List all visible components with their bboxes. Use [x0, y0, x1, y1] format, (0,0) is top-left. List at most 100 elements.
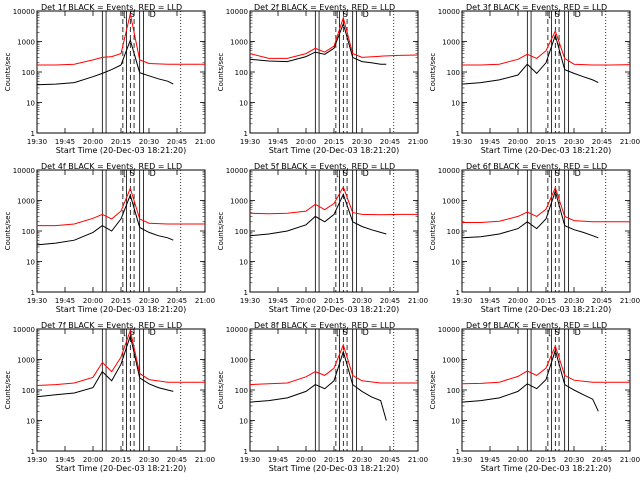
- x-tick-label: 20:45: [167, 456, 187, 464]
- plot-frame: [249, 328, 419, 452]
- y-axis-label: Counts/sec: [429, 53, 437, 92]
- x-tick-label: 20:15: [324, 297, 344, 305]
- y-tick-label: 10: [239, 418, 248, 426]
- y-tick-label: 1000: [17, 39, 35, 47]
- top-marker-glyph: D: [575, 169, 581, 178]
- y-axis-label: Counts/sec: [217, 212, 225, 251]
- x-tick-label: 20:15: [536, 456, 556, 464]
- y-axis-label: Counts/sec: [429, 212, 437, 251]
- x-tick-label: 21:00: [195, 138, 215, 146]
- y-tick-label: 10: [26, 100, 35, 108]
- lld-series-line: [249, 16, 419, 59]
- lld-series-line: [462, 186, 630, 223]
- top-marker-glyph: D: [363, 10, 369, 19]
- y-tick-label: 1000: [442, 357, 460, 365]
- x-axis-label: Start Time (20-Dec-03 18:21:20): [481, 146, 612, 155]
- x-axis-label: Start Time (20-Dec-03 18:21:20): [269, 305, 400, 314]
- x-tick-label: 20:30: [352, 138, 372, 146]
- x-tick-label: 20:30: [352, 456, 372, 464]
- top-marker-glyph: [: [548, 10, 551, 19]
- top-marker-glyph: [: [336, 169, 339, 178]
- x-tick-label: 20:00: [83, 297, 103, 305]
- y-tick-label: 10000: [13, 167, 35, 175]
- detector-panel-1f: Det 1f BLACK = Events, RED = LLD 1 10 100 10…: [4, 3, 215, 155]
- y-axis-label: Counts/sec: [429, 371, 437, 410]
- x-axis-label: Start Time (20-Dec-03 18:21:20): [56, 305, 187, 314]
- panel-title: Det 1f BLACK = Events, RED = LLD: [41, 3, 182, 12]
- x-axis-label: Start Time (20-Dec-03 18:21:20): [481, 464, 612, 473]
- panel-title: Det 4f BLACK = Events, RED = LLD: [41, 162, 182, 171]
- y-tick-label: 10000: [438, 167, 460, 175]
- lld-series-line: [37, 186, 205, 227]
- x-tick-label: 19:45: [268, 456, 288, 464]
- y-tick-label: 1000: [17, 357, 35, 365]
- x-tick-label: 20:45: [380, 456, 400, 464]
- x-tick-label: 20:30: [564, 138, 584, 146]
- x-tick-label: 20:45: [167, 138, 187, 146]
- top-marker-glyph: S: [343, 169, 348, 178]
- x-tick-label: 19:30: [27, 456, 47, 464]
- x-tick-label: 21:00: [620, 138, 640, 146]
- events-series-line: [461, 348, 599, 412]
- top-marker-glyph: S: [555, 169, 560, 178]
- x-axis-label: Start Time (20-Dec-03 18:21:20): [56, 464, 187, 473]
- y-tick-label: 100: [235, 387, 248, 395]
- y-tick-label: 1: [456, 448, 460, 456]
- y-tick-label: 1: [244, 289, 248, 297]
- y-tick-label: 10000: [438, 8, 460, 16]
- x-tick-label: 20:15: [111, 297, 131, 305]
- x-axis-label: Start Time (20-Dec-03 18:21:20): [269, 146, 400, 155]
- detector-panel-7f: Det 7f BLACK = Events, RED = LLD 1 10 100 10…: [4, 321, 215, 473]
- lld-series-line: [462, 29, 631, 66]
- y-tick-label: 10000: [13, 326, 35, 334]
- top-marker-glyph: [: [548, 328, 551, 337]
- x-tick-label: 19:45: [480, 456, 500, 464]
- panel-title: Det 3f BLACK = Events, RED = LLD: [466, 3, 607, 12]
- y-tick-label: 1: [31, 130, 35, 138]
- y-axis-label: Counts/sec: [4, 371, 12, 410]
- x-tick-label: 19:45: [55, 297, 75, 305]
- top-marker-glyph: S: [130, 10, 135, 19]
- top-marker-glyph: S: [555, 328, 560, 337]
- top-marker-glyph: S: [130, 169, 135, 178]
- y-tick-label: 100: [447, 228, 460, 236]
- y-tick-label: 1: [31, 448, 35, 456]
- y-tick-label: 1000: [230, 39, 248, 47]
- plot-frame: [249, 10, 419, 134]
- x-tick-label: 20:15: [324, 138, 344, 146]
- x-tick-label: 20:45: [380, 297, 400, 305]
- detector-panel-5f: Det 5f BLACK = Events, RED = LLD 1 10 100 10…: [217, 162, 428, 314]
- x-tick-label: 20:30: [352, 297, 372, 305]
- x-tick-label: 20:30: [564, 456, 584, 464]
- y-tick-label: 10: [26, 418, 35, 426]
- y-tick-label: 100: [235, 228, 248, 236]
- panel-title: Det 6f BLACK = Events, RED = LLD: [466, 162, 607, 171]
- y-tick-label: 10: [26, 259, 35, 267]
- y-tick-label: 1: [244, 130, 248, 138]
- y-tick-label: 10000: [438, 326, 460, 334]
- y-tick-label: 1: [244, 448, 248, 456]
- events-series-line: [249, 22, 387, 65]
- detector-panel-3f: Det 3f BLACK = Events, RED = LLD 1 10 100 10…: [429, 3, 640, 155]
- x-tick-label: 20:00: [508, 138, 528, 146]
- x-tick-label: 20:00: [83, 138, 103, 146]
- plot-frame: [36, 169, 206, 293]
- plot-frame: [461, 169, 631, 293]
- lld-series-line: [37, 13, 205, 66]
- top-marker-glyph: D: [575, 10, 581, 19]
- top-marker-glyph: D: [150, 10, 156, 19]
- y-tick-label: 100: [22, 69, 35, 77]
- events-series-line: [461, 189, 599, 239]
- y-tick-label: 10: [239, 259, 248, 267]
- top-marker-glyph: D: [150, 169, 156, 178]
- x-tick-label: 21:00: [408, 138, 428, 146]
- events-series-line: [36, 193, 174, 246]
- x-tick-label: 20:30: [564, 297, 584, 305]
- y-tick-label: 10000: [226, 8, 248, 16]
- top-marker-glyph: [: [123, 10, 126, 19]
- y-tick-label: 100: [447, 69, 460, 77]
- y-tick-label: 10000: [226, 326, 248, 334]
- x-tick-label: 20:45: [592, 456, 612, 464]
- x-tick-label: 20:30: [139, 138, 159, 146]
- x-tick-label: 19:30: [452, 297, 472, 305]
